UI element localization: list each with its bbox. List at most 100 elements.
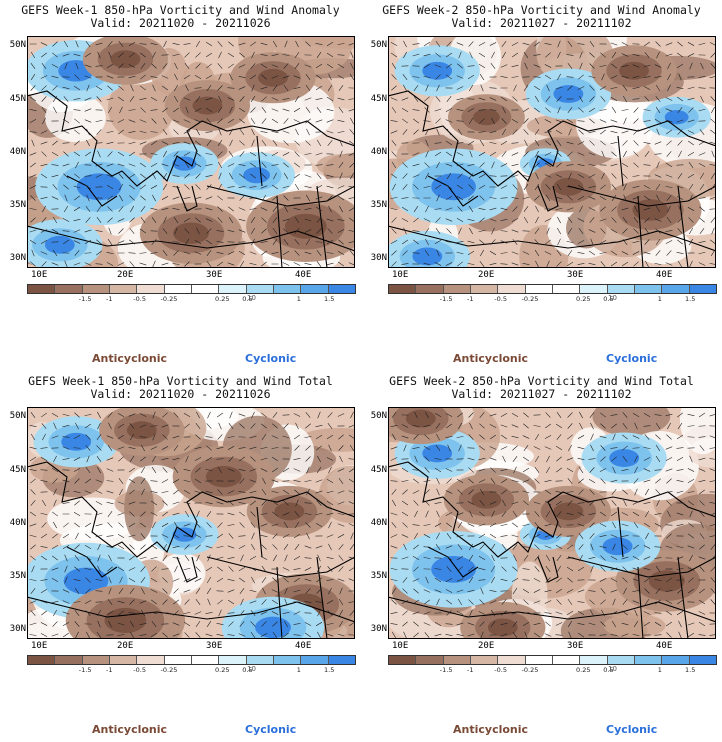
colorbar-tick-label: -1	[106, 295, 113, 303]
panel-week2-total: GEFS Week-2 850-hPa Vorticity and Wind T…	[361, 371, 722, 742]
lat-label: 50N	[370, 40, 387, 50]
lon-label: 20E	[117, 641, 134, 651]
colorbar-unit: 10	[247, 665, 256, 673]
cyclonic-label: Cyclonic	[606, 352, 658, 365]
vorticity-map	[27, 36, 355, 268]
panel-title: GEFS Week-2 850-hPa Vorticity and Wind A…	[382, 3, 701, 17]
panel-title: GEFS Week-2 850-hPa Vorticity and Wind T…	[389, 374, 694, 388]
colorbar-tick-label: -1	[467, 666, 474, 674]
colorbar-tick-label: -0.25	[521, 666, 539, 674]
lat-label: 50N	[9, 40, 26, 50]
lat-label: 50N	[370, 411, 387, 421]
lat-label: 40N	[9, 147, 26, 157]
colorbar-tick-label: -0.25	[160, 295, 178, 303]
panel-week1-anomaly: GEFS Week-1 850-hPa Vorticity and Wind A…	[0, 0, 361, 371]
colorbar-tick-label: -0.5	[494, 666, 507, 674]
lon-label: 30E	[206, 270, 223, 280]
colorbar-tick-label: 0.25	[215, 295, 230, 303]
colorbar-tick-label: 0.25	[215, 666, 230, 674]
panel-valid-dates: Valid: 20211027 - 20211102	[451, 16, 632, 30]
lon-label: 10E	[392, 641, 409, 651]
lat-label: 30N	[9, 253, 26, 263]
colorbar	[388, 655, 717, 665]
colorbar-tick-label: -0.5	[133, 666, 146, 674]
colorbar-tick-label: 0.5	[242, 666, 253, 674]
lat-label: 30N	[370, 253, 387, 263]
lat-label: 45N	[9, 465, 26, 475]
colorbar-tick-label: -1	[106, 666, 113, 674]
panel-week1-total: GEFS Week-1 850-hPa Vorticity and Wind T…	[0, 371, 361, 742]
lon-label: 20E	[478, 641, 495, 651]
colorbar-tick-label: 1	[296, 295, 301, 303]
colorbar-tick-label: 0.25	[576, 295, 591, 303]
lon-label: 10E	[392, 270, 409, 280]
lon-label: 20E	[478, 270, 495, 280]
lat-label: 40N	[9, 518, 26, 528]
colorbar	[27, 284, 356, 294]
colorbar-tick-label: -1.5	[439, 666, 453, 674]
panel-title: GEFS Week-1 850-hPa Vorticity and Wind T…	[28, 374, 333, 388]
colorbar-tick-label: 1.5	[324, 666, 335, 674]
colorbar	[388, 284, 717, 294]
colorbar-tick-label: 1.5	[324, 295, 335, 303]
colorbar-tick-label: -0.25	[160, 666, 178, 674]
colorbar-tick-label: -1.5	[439, 295, 453, 303]
colorbar-unit: 10	[608, 294, 617, 302]
colorbar-tick-label: 0.25	[576, 666, 591, 674]
panel-week2-anomaly: GEFS Week-2 850-hPa Vorticity and Wind A…	[361, 0, 722, 371]
lat-label: 40N	[370, 518, 387, 528]
anticyclonic-label: Anticyclonic	[92, 723, 168, 736]
lat-label: 40N	[370, 147, 387, 157]
lat-label: 30N	[9, 624, 26, 634]
vorticity-map	[27, 407, 355, 639]
lat-label: 30N	[370, 624, 387, 634]
colorbar-tick-label: -1.5	[78, 295, 92, 303]
colorbar-tick-label: -0.5	[133, 295, 146, 303]
colorbar-tick-label: 0.5	[603, 295, 614, 303]
anticyclonic-label: Anticyclonic	[453, 723, 529, 736]
colorbar-unit: 10	[247, 294, 256, 302]
colorbar-tick-label: 1	[296, 666, 301, 674]
colorbar-tick-label: -0.5	[494, 295, 507, 303]
lat-label: 50N	[9, 411, 26, 421]
panel-valid-dates: Valid: 20211020 - 20211026	[90, 387, 271, 401]
colorbar-tick-label: -1.5	[78, 666, 92, 674]
lon-label: 40E	[656, 641, 673, 651]
lon-label: 40E	[295, 641, 312, 651]
lon-label: 10E	[31, 270, 48, 280]
colorbar	[27, 655, 356, 665]
vorticity-map	[388, 407, 716, 639]
colorbar-tick-label: 1.5	[685, 295, 696, 303]
lon-label: 30E	[567, 270, 584, 280]
colorbar-tick-label: -0.25	[521, 295, 539, 303]
lat-label: 35N	[9, 571, 26, 581]
colorbar-tick-label: 0.5	[242, 295, 253, 303]
anticyclonic-label: Anticyclonic	[453, 352, 529, 365]
panel-valid-dates: Valid: 20211020 - 20211026	[90, 16, 271, 30]
cyclonic-label: Cyclonic	[245, 352, 297, 365]
lon-label: 40E	[656, 270, 673, 280]
vorticity-map	[388, 36, 716, 268]
lon-label: 20E	[117, 270, 134, 280]
lat-label: 35N	[9, 200, 26, 210]
lat-label: 45N	[9, 94, 26, 104]
colorbar-tick-label: -1	[467, 295, 474, 303]
colorbar-tick-label: 1	[657, 295, 662, 303]
lat-label: 45N	[370, 94, 387, 104]
lat-label: 35N	[370, 200, 387, 210]
colorbar-tick-label: 0.5	[603, 666, 614, 674]
colorbar-tick-label: 1.5	[685, 666, 696, 674]
panel-title: GEFS Week-1 850-hPa Vorticity and Wind A…	[21, 3, 340, 17]
lat-label: 45N	[370, 465, 387, 475]
lon-label: 10E	[31, 641, 48, 651]
lon-label: 40E	[295, 270, 312, 280]
cyclonic-label: Cyclonic	[606, 723, 658, 736]
anticyclonic-label: Anticyclonic	[92, 352, 168, 365]
colorbar-unit: 10	[608, 665, 617, 673]
lon-label: 30E	[567, 641, 584, 651]
panel-valid-dates: Valid: 20211027 - 20211102	[451, 387, 632, 401]
colorbar-tick-label: 1	[657, 666, 662, 674]
cyclonic-label: Cyclonic	[245, 723, 297, 736]
lon-label: 30E	[206, 641, 223, 651]
lat-label: 35N	[370, 571, 387, 581]
